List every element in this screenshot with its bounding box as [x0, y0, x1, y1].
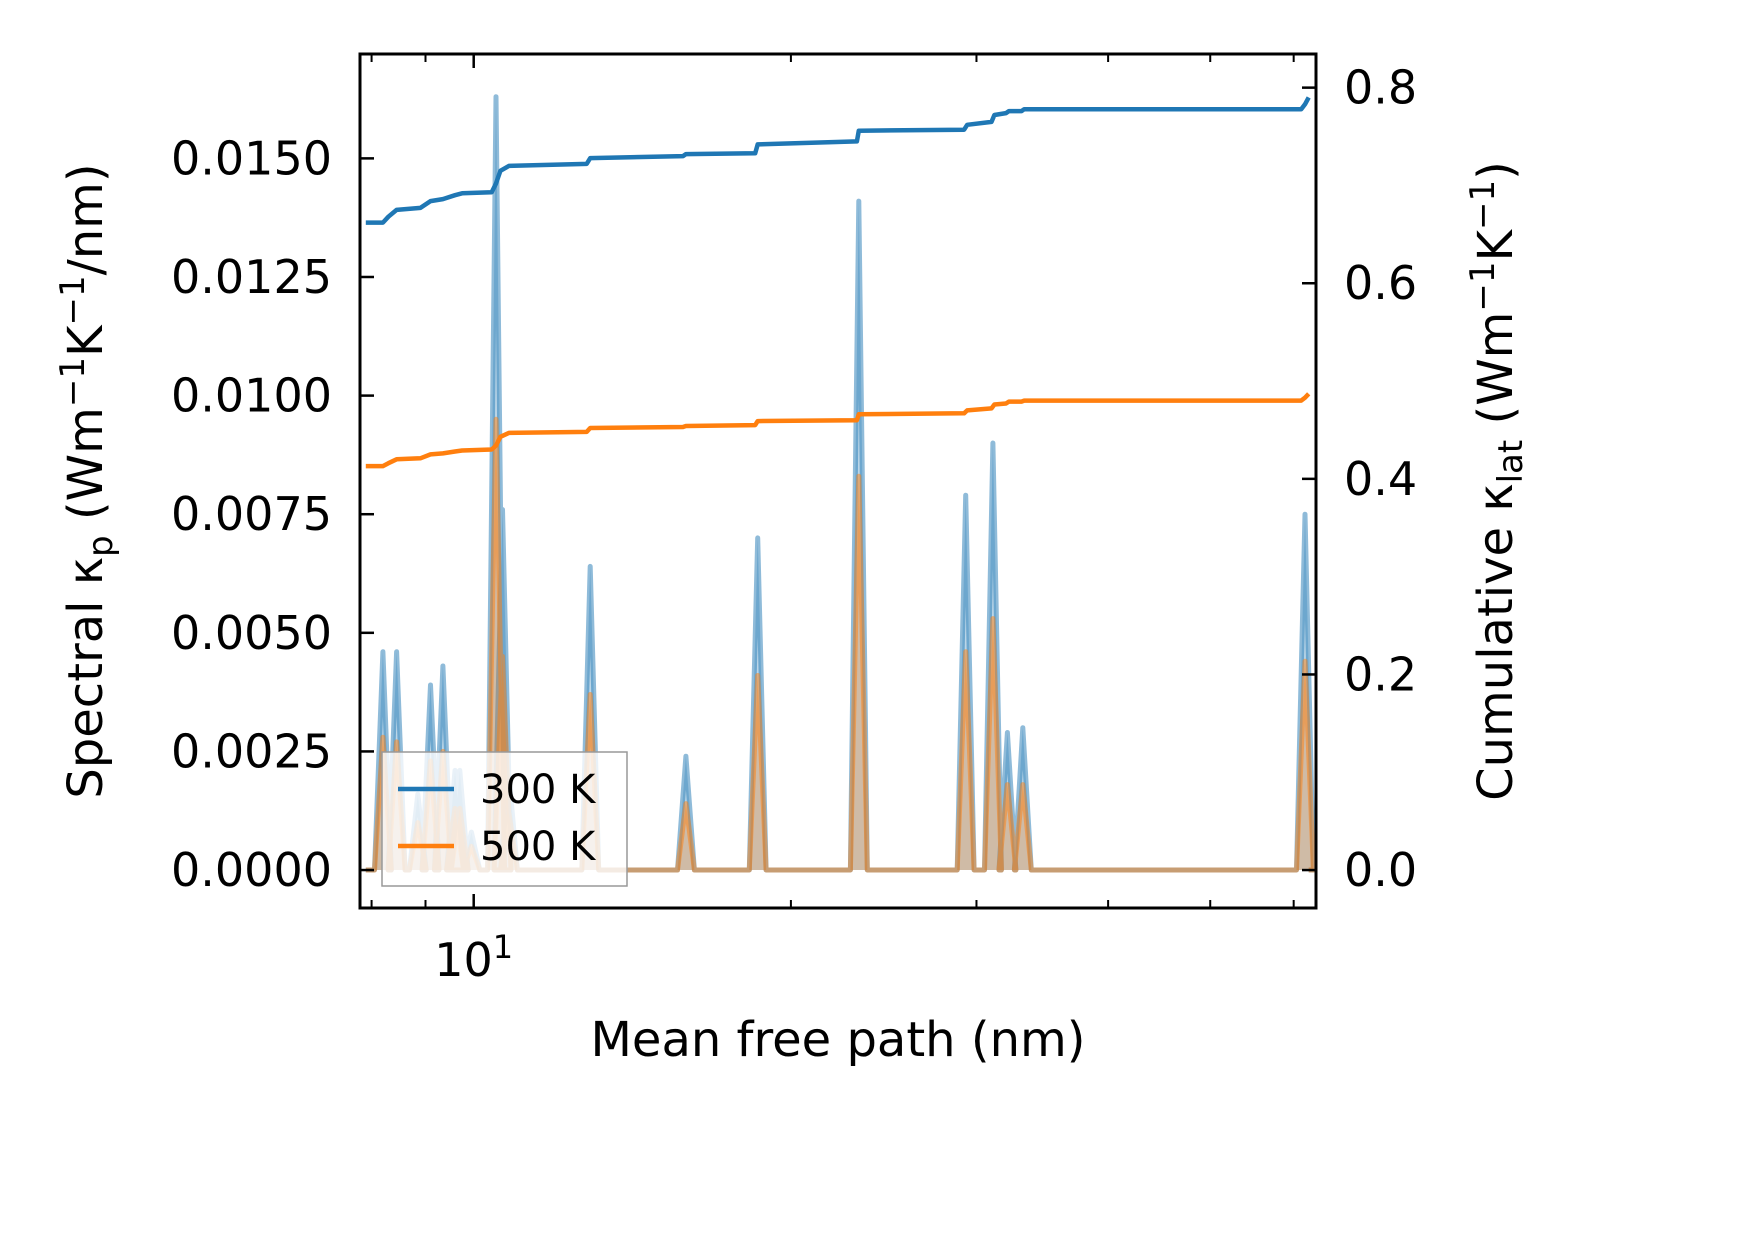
y-left-label-exp2: −1 [53, 275, 93, 325]
y-right-tick-label-1: 0.2 [1344, 647, 1417, 701]
y-right-tick-label-0: 0.0 [1344, 843, 1417, 897]
y-right-label-unit-open: (Wm [1468, 312, 1524, 440]
x-tick-label-0: 101 [434, 928, 513, 987]
y-right-tick-label-3: 0.6 [1344, 256, 1417, 310]
y-left-tick-label-3: 0.0075 [171, 487, 332, 541]
cumulative-line-500k [365, 392, 1311, 469]
series-line-layer [365, 96, 1311, 469]
plot-frame [358, 52, 1318, 910]
y-right-label-unit-close: ) [1468, 161, 1524, 180]
y-right-label-exp2: −1 [1463, 180, 1503, 230]
x-axis-label: Mean free path (nm) [591, 1012, 1086, 1068]
legend-box [381, 751, 628, 887]
y-right-tick-label-4: 0.8 [1344, 61, 1417, 115]
y-left-label-mid: K [58, 324, 114, 357]
y-left-label-unit-open: (Wm [58, 407, 114, 535]
y-left-label-unit-close: /nm) [58, 163, 114, 275]
cumulative-line-300k [365, 96, 1311, 225]
y-left-label-subscript: p [81, 535, 121, 557]
y-left-tick-label-0: 0.0000 [171, 843, 332, 897]
axes-layer: 0.00000.00250.00500.00750.01000.01250.01… [171, 54, 1417, 987]
y-right-tick-label-2: 0.4 [1344, 452, 1417, 506]
y-left-tick-label-1: 0.0025 [171, 724, 332, 778]
y-left-tick-label-6: 0.0150 [171, 131, 332, 185]
legend-label-500k: 500 K [480, 824, 597, 870]
y-axis-left-label: Spectral κp (Wm−1K−1/nm) [53, 163, 121, 798]
y-right-label-subscript: lat [1491, 440, 1531, 484]
y-left-tick-label-5: 0.0125 [171, 250, 332, 304]
y-right-label-exp1: −1 [1463, 261, 1503, 311]
y-left-tick-label-2: 0.0050 [171, 606, 332, 660]
y-left-tick-label-4: 0.0100 [171, 369, 332, 423]
y-left-label-exp1: −1 [53, 357, 93, 407]
y-right-label-mid: K [1468, 228, 1524, 261]
y-left-label-main: Spectral κ [58, 557, 114, 799]
y-right-label-main: Cumulative κ [1468, 483, 1524, 801]
legend: 300 K 500 K [381, 751, 628, 887]
legend-label-300k: 300 K [480, 767, 597, 813]
y-axis-right-label: Cumulative κlat (Wm−1K−1) [1463, 161, 1531, 801]
